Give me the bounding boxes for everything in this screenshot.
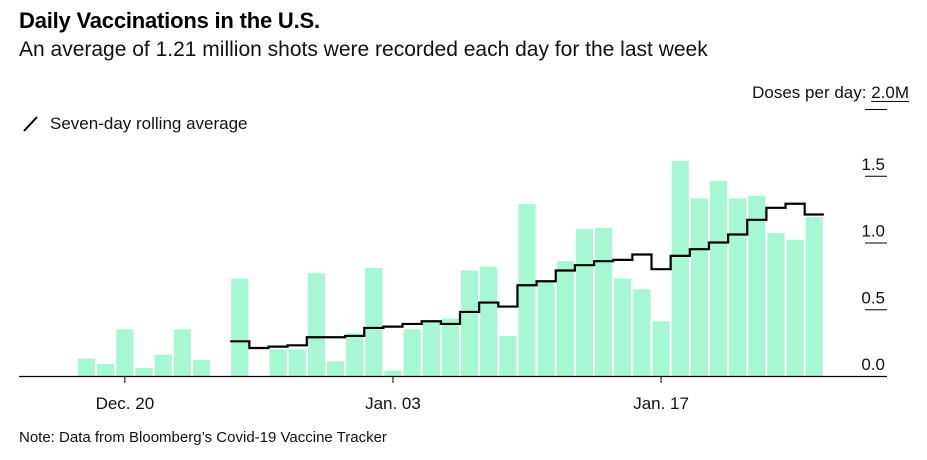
- bar: [154, 354, 172, 376]
- y-tick-labels: 1.5 1.0 0.5 0.0: [861, 155, 885, 374]
- bar: [499, 335, 517, 376]
- bar: [346, 333, 364, 376]
- chart-subtitle: An average of 1.21 million shots were re…: [19, 38, 708, 61]
- y-axis-unit-label: Doses per day: 2.0M: [752, 83, 909, 103]
- chart-title: Daily Vaccinations in the U.S.: [19, 8, 320, 33]
- bar: [307, 273, 325, 376]
- y-tick-label: 1.0: [861, 222, 885, 241]
- bar: [326, 361, 345, 376]
- bar: [384, 370, 402, 376]
- bar: [748, 195, 766, 376]
- bar: [135, 367, 153, 376]
- bar: [192, 359, 211, 376]
- bar: [652, 321, 670, 376]
- bar: [633, 289, 651, 376]
- legend-label: Seven-day rolling average: [50, 114, 248, 133]
- bar: [173, 329, 191, 376]
- rolling-average-series: [230, 202, 824, 350]
- bar: [441, 318, 459, 376]
- bar: [671, 161, 689, 376]
- y-tick-label: 0.0: [861, 355, 885, 374]
- bar: [709, 181, 728, 376]
- bar: [78, 358, 96, 376]
- chart-note: Note: Data from Bloomberg’s Covid-19 Vac…: [19, 429, 387, 446]
- bar: [767, 233, 785, 376]
- bar: [805, 217, 823, 376]
- bar: [97, 363, 115, 376]
- bar: [231, 278, 249, 376]
- bar: [461, 270, 479, 376]
- x-tick-label: Jan. 17: [633, 394, 689, 413]
- gridlines: [865, 109, 887, 311]
- unit-label-prefix: Doses per day:: [752, 83, 867, 102]
- bar: [422, 321, 440, 376]
- bar: [365, 267, 383, 376]
- y-tick-label: 1.5: [861, 155, 885, 174]
- bar: [269, 349, 287, 376]
- bar-series: [78, 161, 823, 376]
- bar: [518, 203, 536, 376]
- unit-label-max: 2.0M: [871, 83, 909, 102]
- bar: [116, 329, 134, 376]
- bar: [537, 281, 555, 376]
- bar: [690, 198, 708, 376]
- x-tick-label: Jan. 03: [365, 394, 421, 413]
- bar: [288, 349, 306, 376]
- bar: [786, 239, 804, 376]
- bar: [480, 266, 498, 376]
- bar: [595, 227, 613, 376]
- bar: [556, 261, 574, 376]
- bar: [729, 198, 747, 376]
- bar: [403, 329, 421, 376]
- legend: Seven-day rolling average: [22, 114, 248, 134]
- x-tick-labels: Dec. 20 Jan. 03 Jan. 17: [96, 376, 689, 413]
- y-tick-label: 0.5: [861, 288, 885, 307]
- x-tick-label: Dec. 20: [96, 394, 155, 413]
- rolling-average-line: [230, 202, 824, 350]
- bar: [614, 278, 632, 376]
- bar: [575, 229, 594, 376]
- legend-line-icon: [23, 116, 38, 132]
